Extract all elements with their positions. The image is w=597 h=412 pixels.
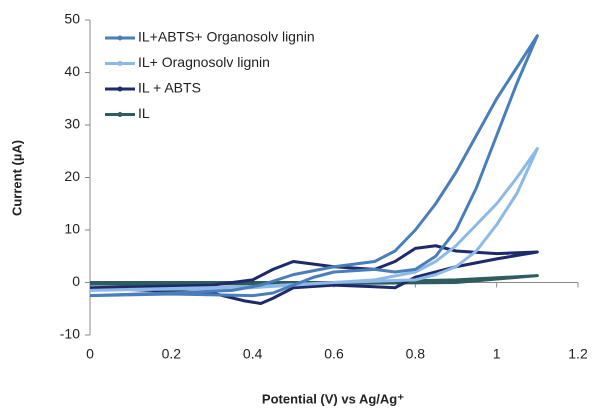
x-tick-label: 1.2: [568, 346, 588, 362]
y-tick-label: 40: [64, 63, 80, 79]
y-tick-label: 20: [64, 168, 80, 184]
x-tick-label: 0.6: [324, 346, 344, 362]
x-tick-label: 0.8: [406, 346, 426, 362]
x-tick-label: 0.2: [162, 346, 182, 362]
y-tick-label: -10: [60, 326, 80, 342]
series-line: [89, 34, 539, 298]
series-line: [89, 244, 539, 305]
x-axis-label: Potential (V) vs Ag/Ag⁺: [262, 391, 404, 406]
x-tick-label: 0: [86, 346, 94, 362]
y-tick-label: 50: [64, 11, 80, 27]
legend-marker: [117, 35, 123, 41]
legend-label: IL+ABTS+ Organosolv lignin: [138, 29, 315, 45]
legend-marker: [117, 61, 123, 66]
legend-label: IL+ Oragnosolv lignin: [138, 54, 270, 70]
legend-marker: [117, 112, 123, 117]
y-tick-label: 10: [64, 221, 80, 237]
series-line: [89, 147, 539, 292]
legend-label: IL: [138, 105, 150, 121]
y-tick-label: 0: [72, 273, 80, 289]
y-tick-label: 30: [64, 116, 80, 132]
x-tick-label: 0.4: [243, 346, 263, 362]
legend-marker: [117, 86, 123, 92]
y-axis-label: Current (µA): [9, 140, 24, 216]
x-tick-label: 1: [493, 346, 501, 362]
legend-label: IL + ABTS: [138, 80, 201, 96]
